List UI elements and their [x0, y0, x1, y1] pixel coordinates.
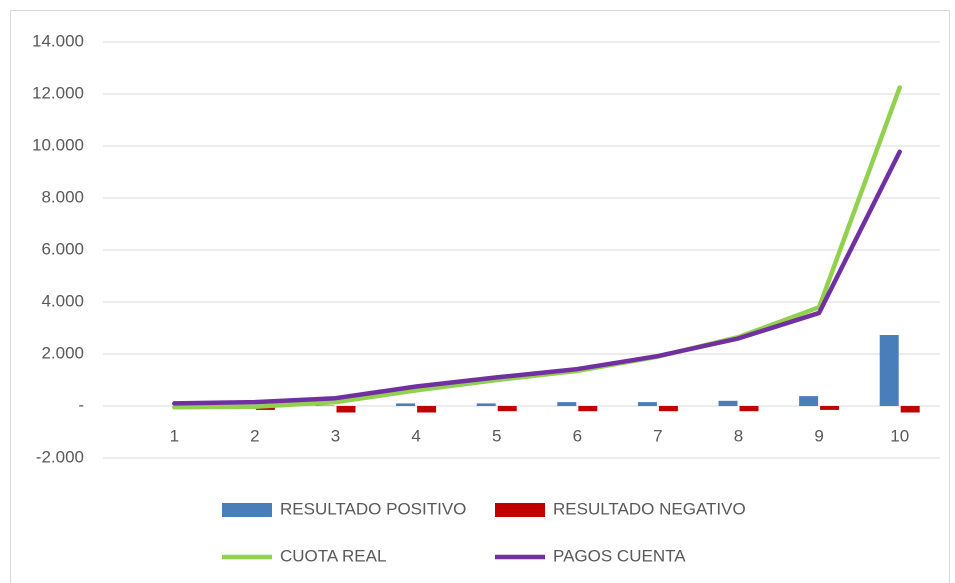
- x-tick-label: 5: [492, 426, 501, 445]
- x-tick-label: 3: [331, 426, 340, 445]
- chart-border: [10, 10, 950, 583]
- x-tick-label: 7: [653, 426, 662, 445]
- y-tick-label: 14.000: [32, 31, 84, 50]
- bar: [879, 335, 899, 406]
- bar: [417, 406, 437, 413]
- bar: [396, 403, 416, 406]
- legend-label: RESULTADO NEGATIVO: [553, 499, 746, 518]
- y-tick-label: 4.000: [41, 291, 84, 310]
- bar: [658, 406, 678, 412]
- bar: [900, 406, 920, 413]
- y-tick-label: -2.000: [36, 447, 84, 466]
- legend-swatch: [495, 503, 545, 517]
- x-tick-label: 9: [814, 426, 823, 445]
- bar: [476, 403, 496, 406]
- bar: [799, 396, 819, 406]
- bar: [820, 406, 840, 410]
- legend-swatch: [222, 503, 272, 517]
- bar: [497, 406, 517, 412]
- y-tick-label: 6.000: [41, 239, 84, 258]
- bar: [739, 406, 759, 412]
- legend-label: RESULTADO POSITIVO: [280, 499, 466, 518]
- legend-label: CUOTA REAL: [280, 546, 386, 565]
- bar: [578, 406, 598, 412]
- bar: [336, 406, 356, 413]
- bar: [718, 400, 738, 406]
- bar: [557, 402, 577, 406]
- y-tick-label: -: [78, 395, 84, 414]
- y-tick-label: 2.000: [41, 343, 84, 362]
- legend-label: PAGOS CUENTA: [553, 546, 686, 565]
- x-tick-label: 4: [411, 426, 420, 445]
- y-tick-label: 8.000: [41, 187, 84, 206]
- line-series: [172, 149, 902, 406]
- x-tick-label: 10: [890, 426, 909, 445]
- y-tick-label: 12.000: [32, 83, 84, 102]
- y-tick-label: 10.000: [32, 135, 84, 154]
- x-tick-label: 6: [573, 426, 582, 445]
- x-tick-label: 2: [250, 426, 259, 445]
- x-tick-label: 8: [734, 426, 743, 445]
- x-tick-label: 1: [170, 426, 179, 445]
- bar: [637, 402, 657, 406]
- bar: [315, 405, 335, 406]
